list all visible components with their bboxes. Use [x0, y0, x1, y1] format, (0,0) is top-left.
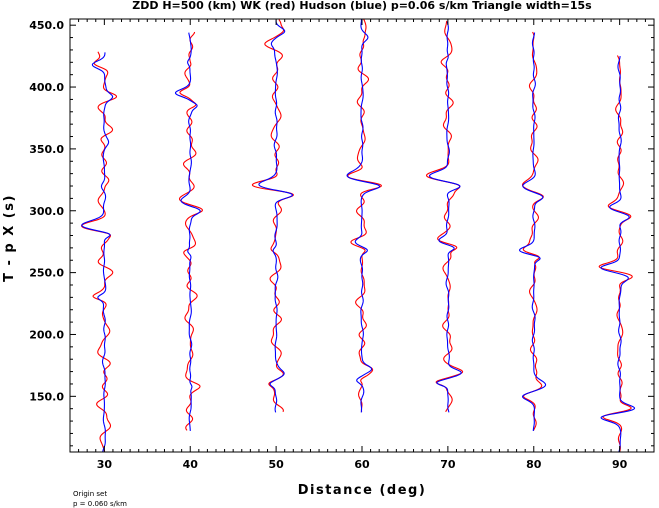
footnote-ray-parameter: p = 0.060 s/km [73, 500, 127, 508]
x-tick-label: 70 [440, 458, 456, 471]
wk-trace-30 [81, 51, 118, 452]
chart-title: ZDD H=500 (km) WK (red) Hudson (blue) p=… [132, 0, 592, 12]
x-axis-label: Distance (deg) [298, 483, 427, 498]
hudson-trace-80 [519, 32, 547, 431]
hudson-trace-40 [174, 32, 201, 432]
wk-trace-80 [521, 31, 544, 431]
y-tick-label: 150.0 [29, 390, 64, 403]
footnote-origin: Origin set [73, 490, 107, 498]
hudson-trace-50 [258, 20, 293, 413]
trace-group [81, 19, 636, 452]
x-tick-label: 30 [97, 458, 113, 471]
x-tick-label: 40 [183, 458, 199, 471]
x-tick-label: 50 [268, 458, 284, 471]
wk-trace-40 [178, 31, 204, 431]
y-axis-label: T - p X (s) [2, 194, 17, 282]
wk-trace-50 [251, 19, 294, 413]
hudson-trace-60 [346, 19, 381, 413]
y-tick-label: 250.0 [29, 267, 64, 280]
x-tick-label: 90 [612, 458, 628, 471]
hudson-trace-70 [428, 21, 462, 413]
y-axis: 150.0 200.0 250.0 300.0 350.0 400.0 450.0 [29, 19, 654, 447]
wk-trace-90 [598, 55, 633, 452]
x-tick-label: 80 [526, 458, 542, 471]
y-tick-label: 350.0 [29, 143, 64, 156]
y-tick-label: 200.0 [29, 328, 64, 341]
hudson-trace-90 [600, 56, 636, 452]
wk-trace-70 [425, 20, 464, 413]
wk-trace-60 [347, 19, 382, 412]
x-tick-label: 60 [354, 458, 370, 471]
x-axis: 30 40 50 60 70 80 90 [78, 19, 646, 471]
y-tick-label: 400.0 [29, 81, 64, 94]
y-tick-label: 300.0 [29, 205, 64, 218]
y-tick-label: 450.0 [29, 19, 64, 32]
hudson-trace-30 [81, 52, 114, 452]
